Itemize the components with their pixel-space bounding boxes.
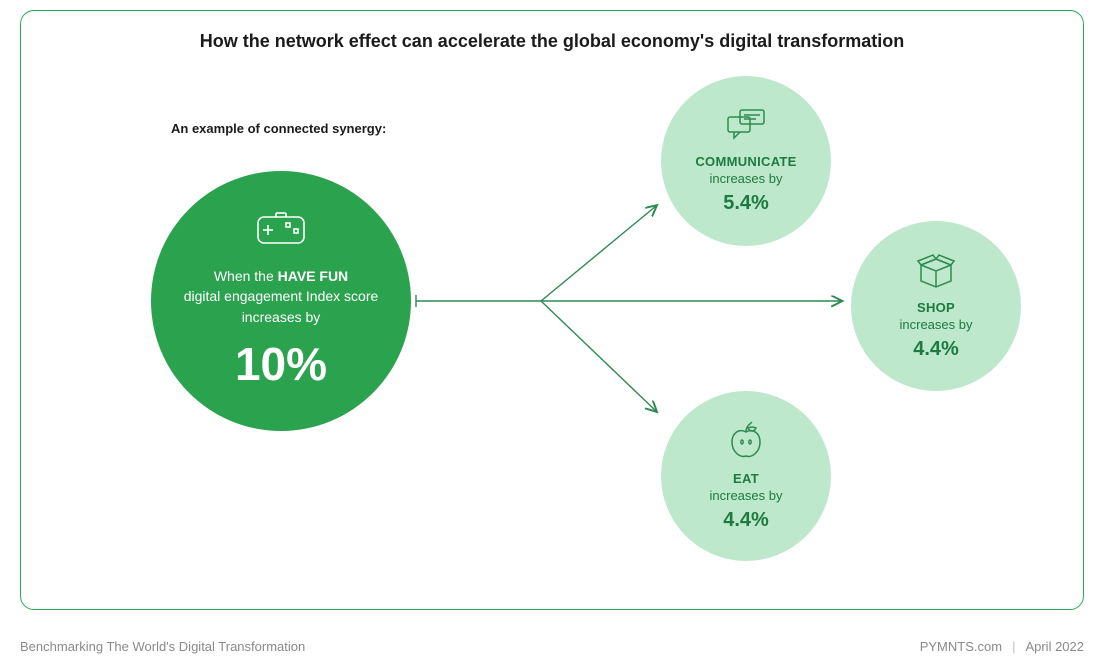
footer-separator: |	[1012, 639, 1015, 654]
open-box-icon	[915, 251, 957, 294]
target-node-communicate: COMMUNICATE increases by 5.4%	[661, 76, 831, 246]
footer-date: April 2022	[1025, 639, 1084, 654]
target-value: 4.4%	[913, 338, 959, 361]
footer-right: PYMNTS.com | April 2022	[920, 639, 1084, 654]
target-value: 5.4%	[723, 192, 769, 215]
target-label: SHOP	[917, 300, 955, 315]
footer-left: Benchmarking The World's Digital Transfo…	[20, 639, 305, 654]
chat-bubbles-icon	[724, 107, 768, 148]
source-text: When the HAVE FUN digital engagement Ind…	[184, 266, 379, 327]
source-value: 10%	[235, 337, 327, 391]
target-sub: increases by	[710, 171, 783, 186]
apple-icon	[728, 420, 764, 465]
target-sub: increases by	[710, 488, 783, 503]
card-subtitle: An example of connected synergy:	[171, 121, 386, 136]
source-node-have-fun: When the HAVE FUN digital engagement Ind…	[151, 171, 411, 431]
card-title: How the network effect can accelerate th…	[21, 31, 1083, 52]
footer-source: PYMNTS.com	[920, 639, 1002, 654]
game-controller-icon	[256, 211, 306, 252]
target-node-shop: SHOP increases by 4.4%	[851, 221, 1021, 391]
target-node-eat: EAT increases by 4.4%	[661, 391, 831, 561]
target-sub: increases by	[900, 317, 973, 332]
page-footer: Benchmarking The World's Digital Transfo…	[20, 639, 1084, 654]
target-label: EAT	[733, 471, 759, 486]
target-label: COMMUNICATE	[695, 154, 796, 169]
target-value: 4.4%	[723, 509, 769, 532]
infographic-card: How the network effect can accelerate th…	[20, 10, 1084, 610]
